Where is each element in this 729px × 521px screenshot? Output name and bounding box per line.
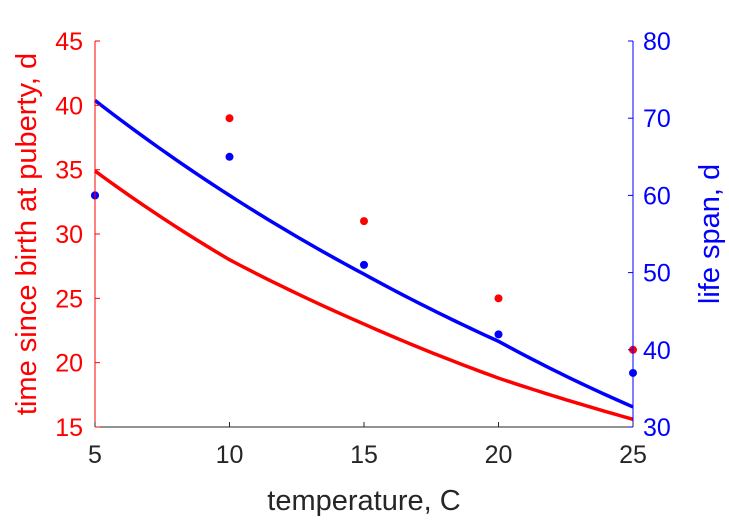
right-y-tick-label: 40 — [643, 337, 671, 365]
puberty-data-point — [494, 294, 503, 303]
lifespan-fit-curve — [93, 99, 634, 409]
lifespan-data-point — [225, 152, 234, 161]
right-y-axis-label: life span, d — [694, 164, 726, 304]
left-y-tick-label: 45 — [55, 28, 83, 56]
right-y-tick-label: 70 — [643, 105, 671, 133]
puberty-data-point — [225, 114, 234, 123]
x-tick-label: 15 — [350, 441, 378, 469]
puberty-fit-curve — [93, 169, 634, 421]
right-y-tick-label: 50 — [643, 260, 671, 288]
right-y-tick-label: 80 — [643, 28, 671, 56]
left-y-tick-label: 20 — [55, 350, 83, 378]
x-ticks: 5 10 15 20 25 — [88, 422, 647, 469]
left-y-tick-label: 40 — [55, 92, 83, 120]
puberty-data-point — [360, 217, 368, 226]
x-axis-label: temperature, C — [267, 485, 460, 517]
right-y-tick-label: 30 — [643, 414, 671, 442]
right-y-ticks: 30 40 50 60 70 80 — [628, 28, 671, 442]
x-tick-label: 20 — [485, 441, 513, 469]
x-tick-label: 25 — [619, 441, 647, 469]
left-y-tick-label: 15 — [55, 414, 83, 442]
left-y-axis-label: time since birth at puberty, d — [11, 53, 43, 415]
left-y-tick-label: 35 — [55, 157, 83, 185]
left-y-tick-label: 30 — [55, 221, 83, 249]
left-y-tick-label: 25 — [55, 285, 83, 313]
x-tick-label: 10 — [216, 441, 244, 469]
lifespan-data-point — [494, 330, 503, 339]
lifespan-data-point — [360, 260, 368, 269]
right-y-tick-label: 60 — [643, 182, 671, 210]
x-tick-label: 5 — [88, 441, 102, 469]
left-y-ticks: 15 20 25 30 35 40 45 — [55, 28, 100, 442]
fit-curves — [93, 99, 634, 421]
